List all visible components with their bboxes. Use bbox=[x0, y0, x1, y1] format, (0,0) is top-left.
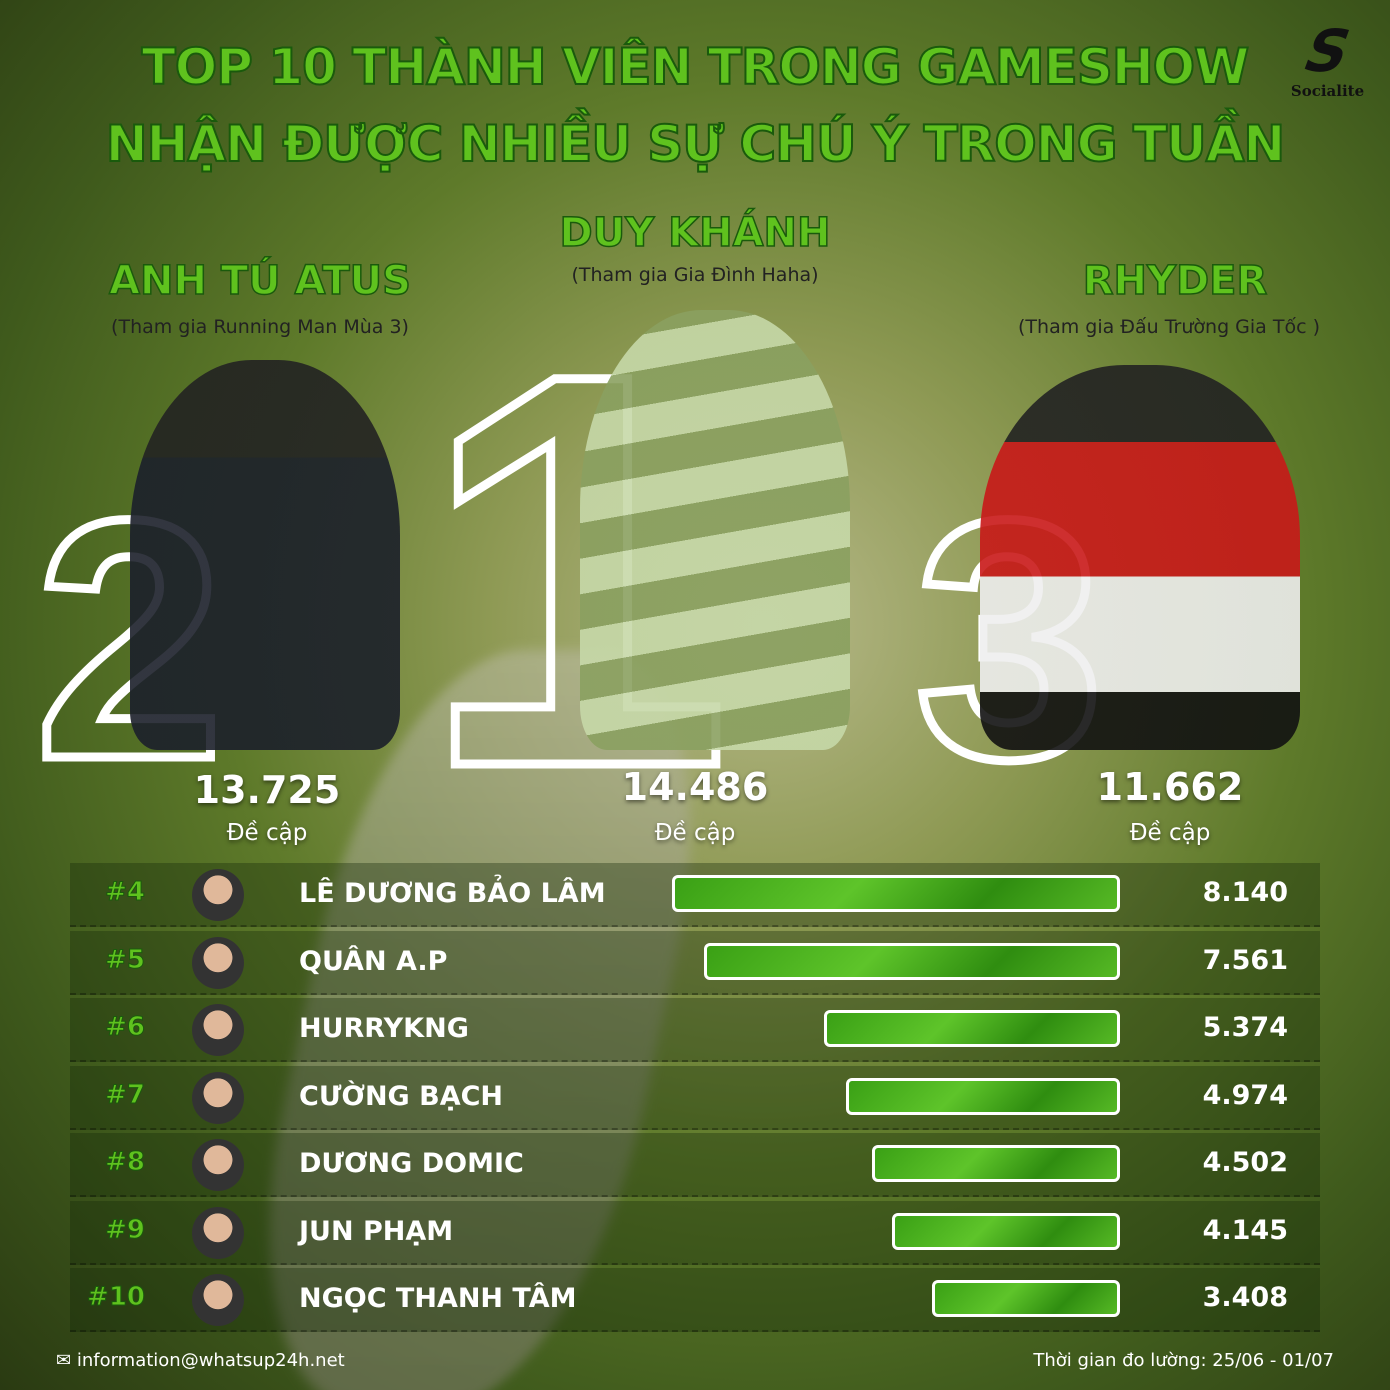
avatar bbox=[192, 936, 244, 989]
bar bbox=[891, 1212, 1120, 1250]
table-row: #6 HURRYKNG 5.374 bbox=[70, 998, 1320, 1062]
socialite-logo: S Socialite bbox=[1285, 17, 1370, 100]
podium-value-3: 11.662 bbox=[1096, 765, 1244, 809]
table-row: #7 CƯỜNG BẠCH 4.974 bbox=[70, 1065, 1320, 1130]
rank-label: #8 bbox=[105, 1147, 146, 1178]
member-name: NGỌC THANH TÂM bbox=[299, 1283, 577, 1314]
avatar bbox=[192, 1274, 244, 1326]
avatar bbox=[192, 1004, 244, 1056]
podium-show-2: (Tham gia Running Man Mùa 3) bbox=[111, 316, 409, 338]
rank-label: #6 bbox=[105, 1012, 146, 1043]
bar bbox=[703, 942, 1120, 980]
bar bbox=[872, 1145, 1120, 1182]
value-label: 4.974 bbox=[1202, 1079, 1288, 1111]
podium-unit-2: Đề cập bbox=[226, 820, 308, 846]
podium-name-2: ANH TÚ ATUS bbox=[108, 257, 411, 305]
member-name: LÊ DƯƠNG BẢO LÂM bbox=[299, 878, 606, 909]
title-line-2: NHẬN ĐƯỢC NHIỀU SỰ CHÚ Ý TRONG TUẦN bbox=[105, 114, 1287, 174]
avatar bbox=[192, 869, 244, 921]
value-label: 4.502 bbox=[1202, 1147, 1288, 1178]
rank-label: #10 bbox=[87, 1282, 146, 1313]
footer-email: ✉ information@whatsup24h.net bbox=[56, 1350, 345, 1371]
rank-label: #7 bbox=[105, 1079, 146, 1110]
member-name: DƯƠNG DOMIC bbox=[299, 1148, 524, 1179]
rank-label: #5 bbox=[105, 944, 146, 975]
member-name: QUÂN A.P bbox=[299, 945, 448, 977]
bar bbox=[846, 1077, 1120, 1115]
value-label: 8.140 bbox=[1202, 877, 1288, 908]
value-label: 4.145 bbox=[1202, 1214, 1288, 1246]
podium-name-3: RHYDER bbox=[1082, 257, 1268, 305]
photo-anh-tu-atus bbox=[130, 360, 400, 750]
email-text: information@whatsup24h.net bbox=[76, 1350, 345, 1371]
photo-rhyder bbox=[980, 365, 1300, 750]
value-label: 3.408 bbox=[1202, 1282, 1288, 1313]
avatar bbox=[192, 1139, 244, 1191]
logo-icon: S bbox=[1294, 17, 1361, 85]
podium-show-1: (Tham gia Gia Đình Haha) bbox=[571, 264, 819, 286]
member-name: JUN PHẠM bbox=[299, 1215, 454, 1247]
value-label: 5.374 bbox=[1202, 1012, 1288, 1043]
table-row: #8 DƯƠNG DOMIC 4.502 bbox=[70, 1133, 1320, 1197]
bar bbox=[824, 1010, 1120, 1047]
avatar bbox=[192, 1206, 244, 1259]
member-name: CƯỜNG BẠCH bbox=[299, 1080, 504, 1112]
bar bbox=[932, 1280, 1120, 1317]
avatar bbox=[192, 1071, 244, 1124]
podium-value-1: 14.486 bbox=[621, 765, 769, 809]
mail-icon: ✉ bbox=[56, 1350, 72, 1371]
rank-label: #4 bbox=[105, 877, 146, 908]
table-row: #5 QUÂN A.P 7.561 bbox=[70, 930, 1320, 995]
podium-value-2: 13.725 bbox=[193, 768, 341, 812]
podium-name-1: DUY KHÁNH bbox=[559, 209, 831, 257]
rank-label: #9 bbox=[105, 1214, 146, 1245]
value-label: 7.561 bbox=[1202, 944, 1288, 976]
podium-unit-1: Đề cập bbox=[654, 820, 736, 846]
table-row: #9 JUN PHẠM 4.145 bbox=[70, 1200, 1320, 1265]
title-line-1: TOP 10 THÀNH VIÊN TRONG GAMESHOW bbox=[141, 37, 1251, 97]
member-name: HURRYKNG bbox=[299, 1013, 469, 1044]
table-row: #10 NGỌC THANH TÂM 3.408 bbox=[70, 1268, 1320, 1332]
photo-duy-khanh bbox=[580, 310, 850, 750]
podium-show-3: (Tham gia Đấu Trường Gia Tốc ) bbox=[1018, 316, 1320, 338]
bar bbox=[672, 875, 1120, 912]
podium-unit-3: Đề cập bbox=[1129, 820, 1211, 846]
footer-period: Thời gian đo lường: 25/06 - 01/07 bbox=[1033, 1350, 1334, 1371]
table-row: #4 LÊ DƯƠNG BẢO LÂM 8.140 bbox=[70, 863, 1320, 927]
